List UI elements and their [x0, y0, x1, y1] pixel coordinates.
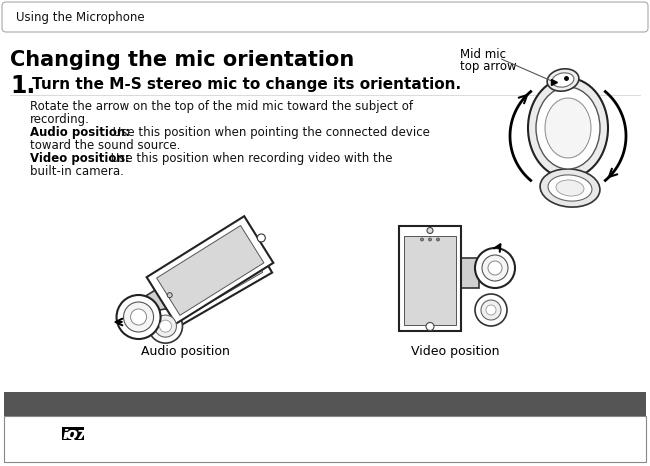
Polygon shape — [157, 226, 264, 315]
Text: its mic orientation. Use of excessive force could cause disconnection and even d: its mic orientation. Use of excessive fo… — [20, 441, 625, 454]
Circle shape — [427, 227, 433, 233]
Text: Using the Microphone: Using the Microphone — [16, 12, 144, 25]
Ellipse shape — [536, 87, 600, 169]
Circle shape — [421, 238, 424, 241]
Circle shape — [428, 238, 432, 241]
Circle shape — [159, 320, 172, 332]
Circle shape — [167, 293, 172, 298]
Ellipse shape — [548, 175, 592, 201]
Ellipse shape — [528, 78, 608, 178]
Circle shape — [124, 302, 153, 332]
Text: Hold the: Hold the — [20, 428, 73, 441]
Polygon shape — [461, 258, 479, 288]
Text: Audio position:: Audio position: — [30, 126, 130, 139]
Text: built-in camera.: built-in camera. — [30, 165, 124, 178]
Polygon shape — [147, 216, 274, 324]
Ellipse shape — [552, 73, 574, 87]
Polygon shape — [148, 222, 272, 328]
Text: Use this position when pointing the connected device: Use this position when pointing the conn… — [109, 126, 430, 139]
Text: Turn the M-S stereo mic to change its orientation.: Turn the M-S stereo mic to change its or… — [32, 77, 461, 92]
Bar — [4, 392, 646, 416]
Text: Video position: Video position — [411, 345, 499, 358]
Polygon shape — [404, 235, 456, 324]
Circle shape — [475, 248, 515, 288]
Polygon shape — [399, 226, 461, 330]
Circle shape — [475, 294, 507, 326]
Circle shape — [148, 309, 183, 343]
Circle shape — [155, 315, 176, 337]
Circle shape — [257, 234, 265, 242]
Text: 1.: 1. — [10, 74, 35, 98]
Circle shape — [131, 309, 146, 325]
Polygon shape — [133, 289, 169, 324]
Bar — [4, 416, 646, 462]
Text: Use this position when recording video with the: Use this position when recording video w… — [107, 152, 393, 165]
Circle shape — [482, 255, 508, 281]
Text: Mid mic: Mid mic — [460, 48, 506, 61]
Ellipse shape — [540, 169, 600, 207]
Text: iQ7: iQ7 — [63, 428, 86, 441]
Text: iQ7: iQ7 — [64, 428, 88, 441]
Bar — [62, 427, 84, 440]
Ellipse shape — [556, 180, 584, 196]
Text: Changing the mic orientation: Changing the mic orientation — [10, 50, 354, 70]
Text: Audio position: Audio position — [140, 345, 229, 358]
Text: Rotate the arrow on the top of the mid mic toward the subject of: Rotate the arrow on the top of the mid m… — [30, 100, 413, 113]
Text: iQ7: iQ7 — [64, 428, 88, 441]
Circle shape — [437, 238, 439, 241]
Polygon shape — [157, 231, 263, 319]
Circle shape — [426, 322, 434, 330]
Text: Video position:: Video position: — [30, 152, 129, 165]
Text: recording.: recording. — [30, 113, 90, 126]
Circle shape — [486, 305, 496, 315]
Ellipse shape — [545, 98, 591, 158]
Circle shape — [488, 261, 502, 275]
FancyBboxPatch shape — [2, 2, 648, 32]
Text: •: • — [10, 428, 18, 441]
Text: toward the sound source.: toward the sound source. — [30, 139, 181, 152]
Text: top arrow: top arrow — [460, 60, 517, 73]
Text: NOTE: NOTE — [12, 397, 55, 411]
Ellipse shape — [547, 69, 579, 91]
Circle shape — [116, 295, 161, 339]
Circle shape — [481, 300, 501, 320]
Text: to the connected device tightly to prevent disconnection when using its switches: to the connected device tightly to preve… — [88, 428, 646, 441]
